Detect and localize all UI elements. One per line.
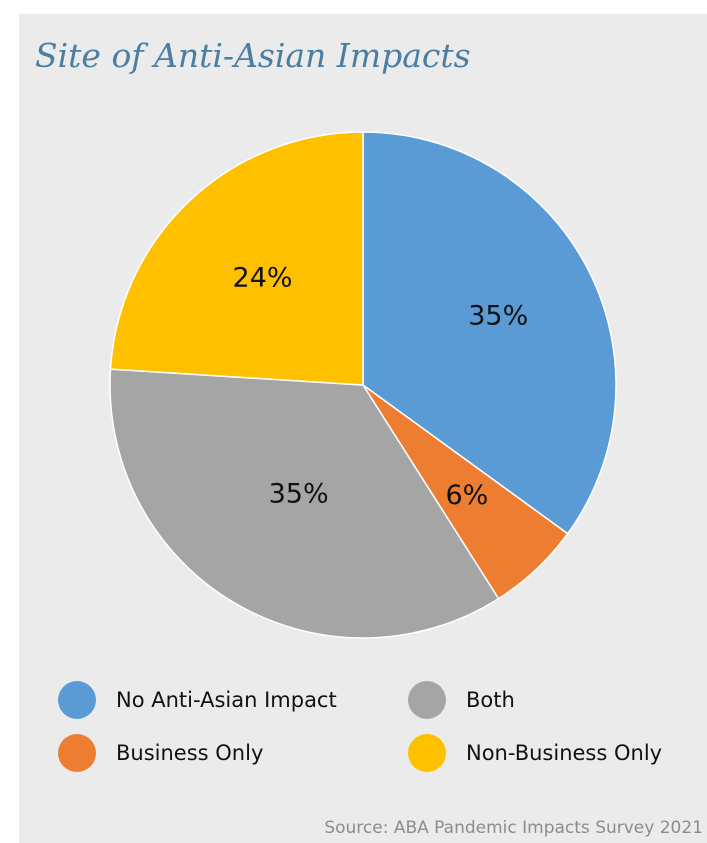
legend-label: Non-Business Only [466, 741, 663, 765]
legend-item-no-anti-asian-impact: No Anti-Asian Impact [58, 680, 337, 720]
chart-title: Site of Anti-Asian Impacts [35, 36, 471, 75]
legend-label: No Anti-Asian Impact [116, 688, 337, 712]
legend-item-non-business-only: Non-Business Only [408, 733, 662, 773]
slice-label: 35% [468, 301, 528, 332]
slice-label: 6% [445, 480, 488, 511]
pie-slice [109, 131, 364, 386]
legend-label: Both [466, 688, 515, 712]
slice-label: 35% [269, 478, 329, 509]
legend-swatch [408, 681, 446, 719]
legend-swatch [58, 734, 96, 772]
pie-slice [109, 368, 500, 639]
source-note: Source: ABA Pandemic Impacts Survey 2021 [324, 818, 703, 838]
pie-slice [362, 131, 617, 535]
legend-item-business-only: Business Only [58, 733, 263, 773]
legend-label: Business Only [116, 741, 264, 765]
legend-item-both: Both [408, 680, 515, 720]
legend-swatch [408, 734, 446, 772]
legend-swatch [58, 681, 96, 719]
slice-label: 24% [233, 263, 293, 294]
